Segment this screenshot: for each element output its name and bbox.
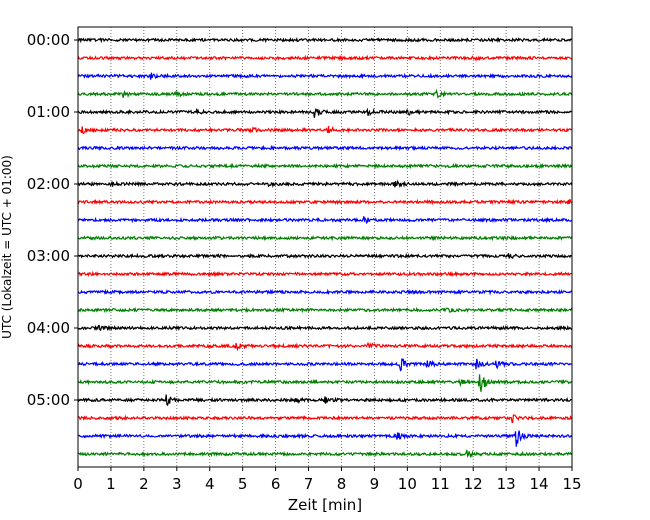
x-ticks: 0 1 2 3 4 5 6 7 8 9 10 11 12 13 14 15	[73, 467, 582, 493]
y-tick-label: 04:00	[27, 319, 70, 337]
seismic-trace	[77, 36, 573, 44]
y-axis-label: UTC (Lokalzeit = UTC + 01:00)	[0, 155, 14, 339]
y-tick-label: 05:00	[27, 391, 70, 409]
traces	[77, 36, 573, 459]
seismic-trace	[77, 234, 573, 242]
seismic-trace	[77, 162, 573, 170]
seismic-trace	[77, 252, 573, 260]
x-tick-label: 7	[304, 475, 314, 493]
x-tick-label: 14	[530, 475, 549, 493]
seismic-trace	[77, 216, 573, 225]
seismic-trace	[77, 107, 573, 118]
x-tick-label: 8	[337, 475, 347, 493]
x-tick-label: 11	[431, 475, 450, 493]
seismic-trace	[77, 144, 573, 152]
x-tick-label: 15	[562, 475, 581, 493]
x-tick-label: 1	[106, 475, 116, 493]
seismic-trace	[77, 179, 573, 189]
y-tick-label: 03:00	[27, 247, 70, 265]
seismic-trace	[77, 341, 573, 352]
seismic-trace	[77, 288, 573, 296]
x-tick-label: 2	[139, 475, 149, 493]
seismic-trace	[77, 414, 573, 424]
seismic-trace	[77, 88, 573, 99]
x-tick-label: 3	[172, 475, 182, 493]
x-tick-label: 0	[73, 475, 83, 493]
y-tick-label: 02:00	[27, 175, 70, 193]
seismic-trace	[78, 270, 573, 278]
seismic-trace	[77, 198, 572, 206]
y-tick-label: 01:00	[27, 103, 70, 121]
x-tick-label: 13	[497, 475, 516, 493]
seismic-trace	[77, 394, 573, 407]
y-ticks: 00:00 01:00 02:00 03:00 04:00 05:00	[27, 31, 78, 409]
seismic-trace	[77, 306, 573, 314]
plot-frame	[77, 26, 573, 468]
x-tick-label: 10	[398, 475, 417, 493]
seismic-trace	[77, 449, 573, 459]
seismic-trace	[77, 324, 573, 332]
x-tick-label: 4	[205, 475, 215, 493]
x-tick-label: 6	[271, 475, 281, 493]
x-axis-label: Zeit [min]	[288, 496, 362, 514]
seismic-trace	[77, 358, 573, 372]
seismic-trace	[77, 374, 572, 392]
x-tick-label: 5	[238, 475, 248, 493]
seismic-trace	[77, 54, 573, 63]
grid	[110, 27, 540, 467]
x-tick-label: 12	[464, 475, 483, 493]
seismic-trace	[77, 72, 573, 80]
x-tick-label: 9	[370, 475, 380, 493]
y-tick-label: 00:00	[27, 31, 70, 49]
seismic-trace	[77, 125, 573, 135]
seismic-trace	[77, 430, 573, 447]
